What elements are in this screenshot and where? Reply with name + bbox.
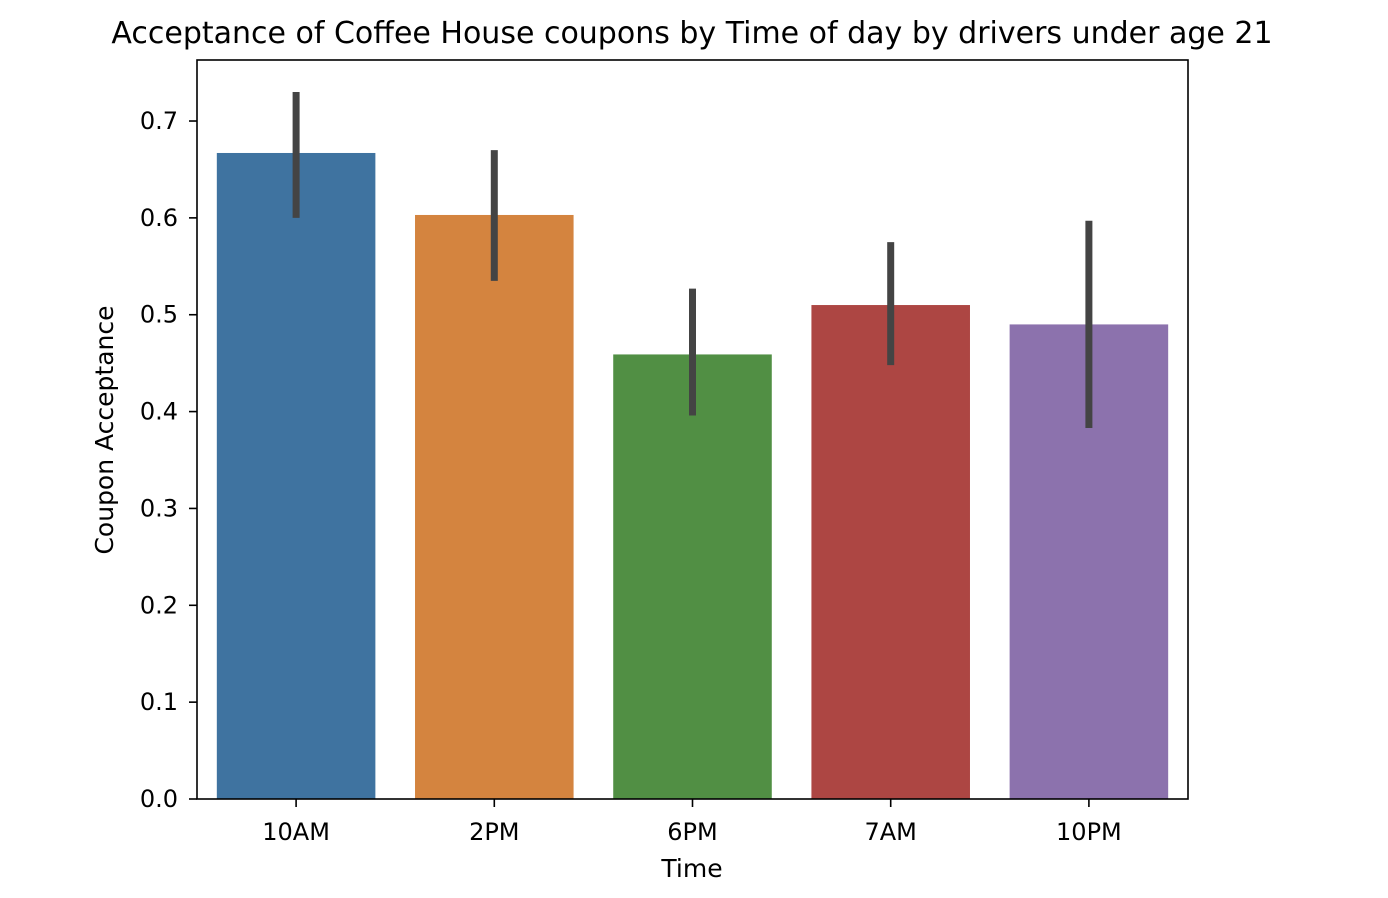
bar-7am: [811, 305, 970, 799]
y-tick-label: 0.5: [140, 301, 178, 329]
y-tick-label: 0.0: [140, 785, 178, 813]
y-tick-label: 0.7: [140, 107, 178, 135]
bar-2pm: [415, 214, 574, 800]
x-axis: 10AM 2PM 6PM 7AM 10PM: [262, 799, 1122, 846]
plot-frame: [196, 59, 1189, 800]
error-bars: [292, 91, 1093, 429]
x-axis-label: Time: [660, 854, 722, 883]
y-tick-label: 0.2: [140, 591, 178, 619]
y-axis: 0.0 0.1 0.2 0.3 0.4 0.5 0.6 0.7: [140, 107, 197, 813]
bar-6pm: [613, 354, 772, 799]
bar-10am: [216, 152, 376, 799]
x-tick-label: 2PM: [469, 818, 519, 846]
chart-title: Acceptance of Coffee House coupons by Ti…: [111, 16, 1272, 51]
y-tick-label: 0.6: [140, 204, 178, 232]
bars: [216, 152, 1169, 800]
x-tick-label: 7AM: [864, 818, 916, 846]
x-tick-label: 10PM: [1056, 818, 1122, 846]
y-axis-label: Coupon Acceptance: [90, 305, 119, 554]
x-tick-label: 6PM: [667, 818, 717, 846]
y-tick-label: 0.3: [140, 494, 178, 522]
y-tick-label: 0.1: [140, 688, 178, 716]
y-tick-label: 0.4: [140, 398, 178, 426]
x-tick-label: 10AM: [262, 818, 330, 846]
